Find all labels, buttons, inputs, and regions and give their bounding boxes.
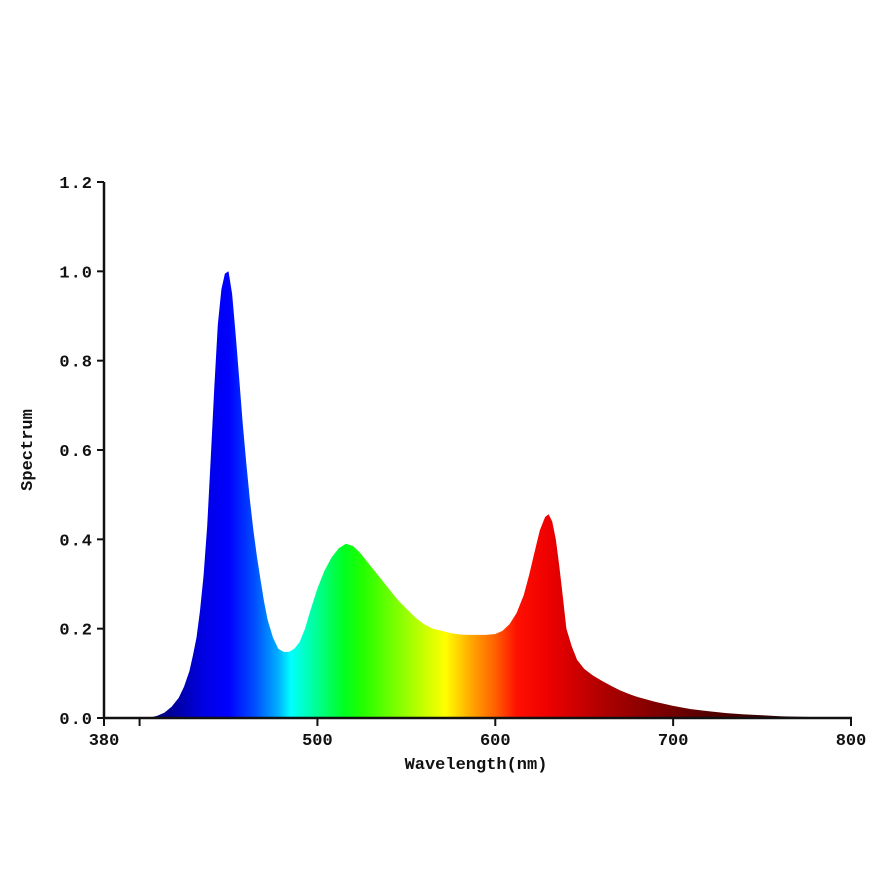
- y-tick-label: 0.6: [59, 443, 93, 462]
- x-tick-label: 600: [480, 732, 511, 751]
- y-axis-ticks: 0.0 0.2 0.4 0.6 0.8 1.0 1.2: [59, 175, 104, 730]
- y-tick-label: 1.2: [59, 175, 93, 194]
- y-tick-label: 0.4: [59, 532, 93, 551]
- spectrum-area: [104, 271, 851, 718]
- y-axis-label: Spectrum: [19, 409, 38, 491]
- y-tick-label: 0.8: [59, 354, 93, 373]
- x-axis-ticks: 380 500 600 700 800: [89, 718, 867, 751]
- y-tick-label: 0.0: [59, 711, 93, 730]
- x-tick-label: 380: [89, 732, 120, 751]
- y-tick-label: 1.0: [59, 264, 93, 283]
- x-tick-label: 500: [302, 732, 333, 751]
- x-axis-label: Wavelength(nm): [405, 756, 548, 775]
- y-tick-label: 0.2: [59, 622, 93, 641]
- x-tick-label: 700: [658, 732, 689, 751]
- x-tick-label: 800: [836, 732, 867, 751]
